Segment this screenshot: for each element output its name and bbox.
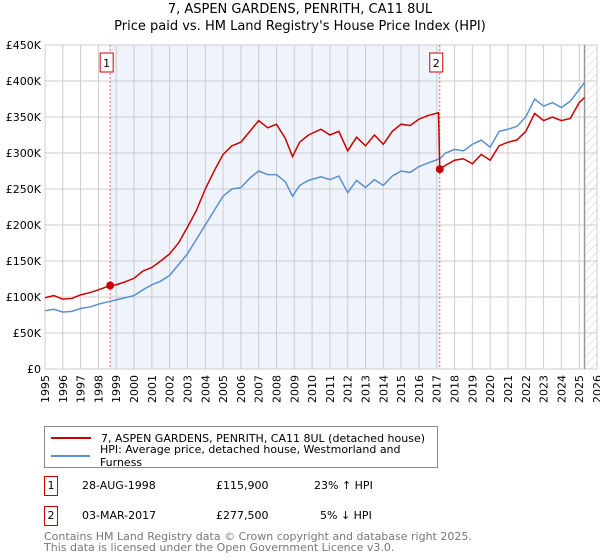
x-tick-label: 2009	[288, 375, 301, 403]
x-tick-label: 2023	[538, 375, 551, 403]
sale-badge: 2	[44, 506, 58, 526]
x-tick-label: 2006	[235, 375, 248, 403]
x-tick-label: 2019	[466, 375, 479, 403]
sale-marker-label: 1	[103, 57, 110, 70]
x-tick-label: 2017	[431, 375, 444, 403]
plot-area: 1995 1996 1997 1998 1999 2000 2001 2002 2003 2004…	[6, 39, 600, 403]
y-tick-label: £350K	[6, 111, 42, 124]
x-tick-label: 2018	[449, 375, 462, 403]
sale-marker-label: 2	[433, 57, 440, 70]
x-tick-label: 2007	[253, 375, 266, 403]
sale-marker-box	[99, 52, 114, 73]
x-tick-label: 1998	[92, 375, 105, 403]
x-tick-label: 2021	[502, 375, 515, 403]
y-tick-label: £150K	[6, 255, 42, 268]
sale-point	[435, 165, 444, 174]
sale-hpi: 5% ↓ HPI	[320, 509, 372, 522]
x-tick-label: 1999	[110, 375, 123, 403]
chart-title: 7, ASPEN GARDENS, PENRITH, CA11 8UL	[167, 2, 433, 17]
x-tick-label: 2001	[146, 375, 159, 403]
y-tick-label: £50K	[13, 327, 42, 340]
y-tick-label: £0	[27, 363, 41, 376]
x-tick-label: 2002	[164, 375, 177, 403]
x-tick-label: 2010	[306, 375, 319, 403]
ownership-period-shade	[110, 45, 440, 369]
legend: 7, ASPEN GARDENS, PENRITH, CA11 8UL (det…	[44, 426, 438, 469]
x-tick-label: 2012	[342, 375, 355, 403]
x-tick-label: 2004	[199, 375, 212, 403]
x-tick-label: 2013	[360, 375, 373, 403]
x-tick-label: 2014	[377, 375, 390, 403]
x-tick-label: 2011	[324, 375, 337, 403]
sale-badge: 1	[44, 476, 58, 496]
footer-licence: This data is licensed under the Open Gov…	[44, 541, 395, 554]
x-tick-label: 2003	[181, 375, 194, 403]
x-tick-label: 2024	[555, 375, 568, 403]
legend-blue-line	[51, 455, 90, 457]
x-tick-label: 2016	[413, 375, 426, 403]
x-tick-label: 1997	[75, 375, 88, 403]
sale-marker-box	[429, 52, 444, 73]
x-tick-label: 1996	[57, 375, 70, 403]
y-tick-label: £450K	[6, 39, 42, 52]
legend-hpi: HPI: Average price, detached house, West…	[99, 443, 401, 469]
y-tick-label: £200K	[6, 219, 42, 232]
sale-hpi: 23% ↑ HPI	[314, 479, 373, 492]
legend-red-line	[51, 437, 91, 439]
y-tick-label: £300K	[6, 147, 42, 160]
y-tick-label: £400K	[6, 75, 42, 88]
sale-date: 03-MAR-2017	[82, 509, 157, 522]
hpi-line	[44, 81, 586, 313]
forecast-hatch	[584, 45, 597, 369]
sale-point	[106, 281, 115, 290]
x-tick-label: 2005	[217, 375, 230, 403]
x-tick-label: 2008	[270, 375, 283, 403]
x-tick-label: 2022	[520, 375, 533, 403]
legend-property: 7, ASPEN GARDENS, PENRITH, CA11 8UL (det…	[101, 431, 426, 445]
x-tick-label: 2015	[395, 375, 408, 403]
x-tick-label: 2025	[573, 375, 586, 403]
x-tick-label: 2026	[591, 375, 600, 403]
y-tick-label: £100K	[6, 291, 42, 304]
chart-subtitle: Price paid vs. HM Land Registry's House …	[114, 19, 486, 34]
footer-copyright: Contains HM Land Registry data © Crown c…	[44, 530, 472, 543]
x-tick-label: 2020	[484, 375, 497, 403]
plot-border	[44, 44, 598, 370]
x-tick-label: 2000	[128, 375, 141, 403]
y-tick-label: £250K	[6, 183, 42, 196]
property-price-line	[44, 97, 586, 300]
sale-date: 28-AUG-1998	[82, 479, 156, 492]
sale-price: £277,500	[216, 509, 269, 522]
sale-price: £115,900	[216, 479, 269, 492]
x-tick-label: 1995	[39, 375, 52, 403]
